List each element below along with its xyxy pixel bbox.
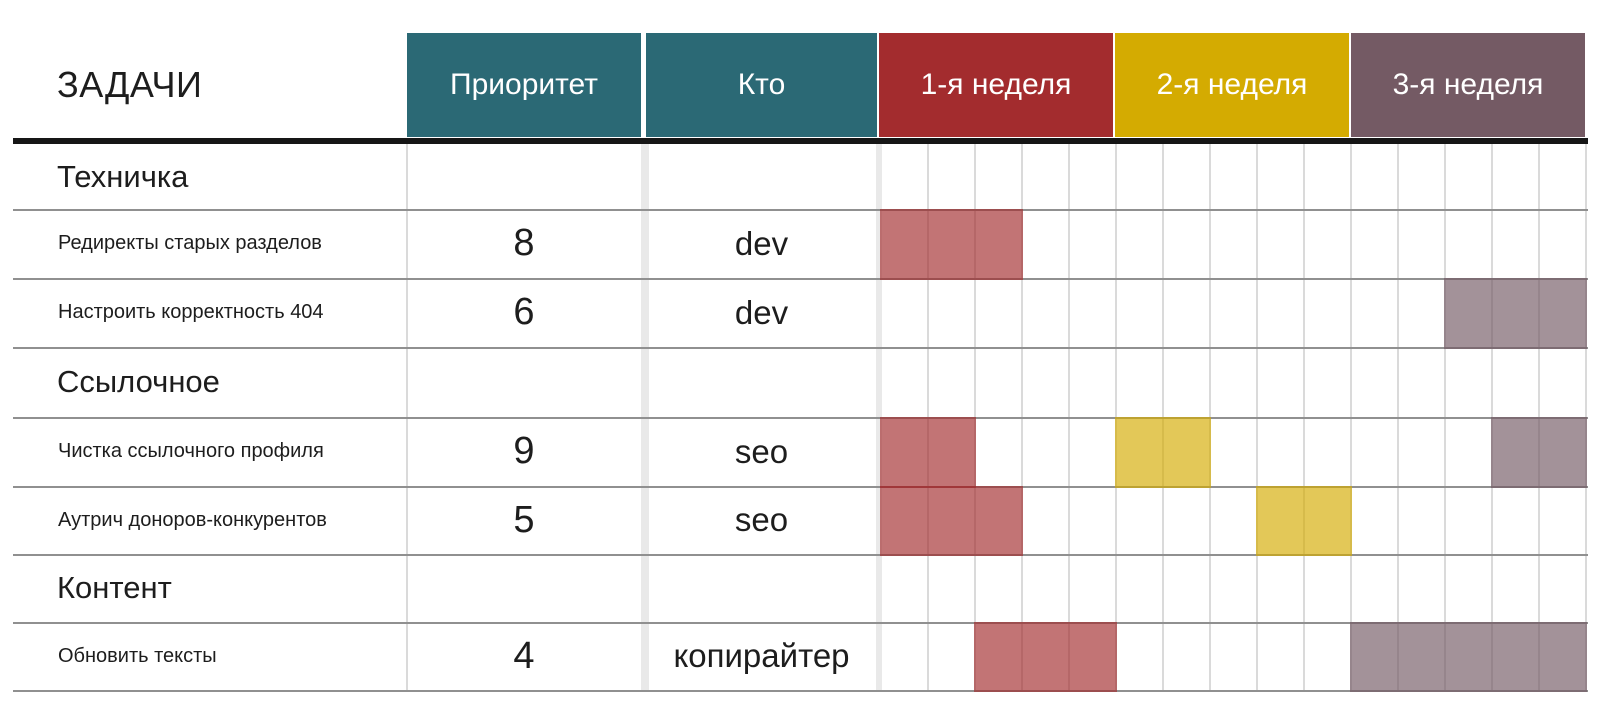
row-divider-line — [13, 417, 1588, 419]
task-row-label: Редиректы старых разделов — [58, 232, 322, 254]
priority-cell: 6 — [513, 291, 535, 333]
gantt-bar-week3 — [1444, 278, 1587, 349]
section-row-label: Контент — [57, 570, 172, 605]
header-cell-who: Кто — [646, 33, 877, 137]
who-cell: dev — [734, 224, 789, 262]
gantt-bar-week1 — [974, 622, 1117, 692]
who-cell: seo — [734, 432, 789, 470]
gantt-bar-week2 — [1256, 486, 1352, 556]
who-cell: копирайтер — [673, 637, 850, 674]
gantt-bar-week2 — [1115, 417, 1211, 488]
section-row-label: Техничка — [57, 158, 189, 194]
who-cell: dev — [734, 293, 789, 331]
gantt-bar-week3 — [1350, 622, 1587, 692]
gantt-bar-week1 — [880, 209, 1023, 280]
header-cell-week1: 1-я неделя — [879, 33, 1113, 137]
priority-cell: 9 — [513, 430, 535, 472]
row-divider-line — [13, 347, 1588, 349]
who-cell: seo — [734, 501, 789, 538]
row-divider-line — [13, 209, 1588, 211]
gantt-bar-week1 — [880, 417, 976, 488]
task-row-label: Аутрич доноров-конкурентов — [58, 508, 327, 531]
header-cell-priority: Приоритет — [407, 33, 641, 137]
task-row-label: Настроить корректность 404 — [58, 301, 324, 323]
gantt-bar-week1 — [880, 486, 1023, 556]
row-divider-line — [13, 690, 1588, 692]
tasks-column-title: ЗАДАЧИ — [57, 64, 203, 105]
section-row-label: Ссылочное — [57, 364, 220, 399]
task-row-label: Обновить тексты — [58, 644, 217, 667]
row-divider-line — [13, 486, 1588, 488]
priority-cell: 8 — [513, 222, 535, 264]
gantt-bar-week3 — [1491, 417, 1587, 488]
task-row-label: Чистка ссылочного профиля — [58, 440, 324, 462]
row-divider-line — [13, 278, 1588, 280]
header-cell-week2: 2-я неделя — [1115, 33, 1349, 137]
priority-cell: 5 — [513, 498, 535, 541]
header-cell-week3: 3-я неделя — [1351, 33, 1585, 137]
header-underline — [13, 138, 1588, 144]
row-divider-line — [13, 554, 1588, 556]
priority-cell: 4 — [513, 634, 535, 677]
row-divider-line — [13, 622, 1588, 624]
